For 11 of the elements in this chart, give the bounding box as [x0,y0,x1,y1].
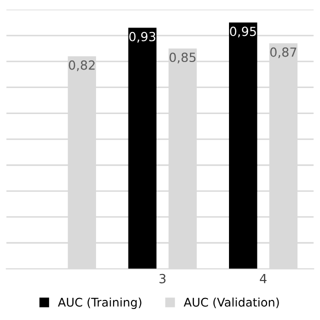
data-label: 0,93 [129,32,156,43]
data-label: 0,95 [230,26,256,38]
data-label: 0,87 [270,47,296,58]
data-label: 0,85 [170,52,196,64]
data-label: 0,82 [68,60,95,72]
legend-label: AUC (Training) [58,298,142,309]
bar [228,22,258,269]
x-tick-label: 3 [159,274,166,284]
legend-label: AUC (Validation) [184,298,279,308]
x-tick-label: 4 [260,274,267,284]
bar [128,28,156,269]
